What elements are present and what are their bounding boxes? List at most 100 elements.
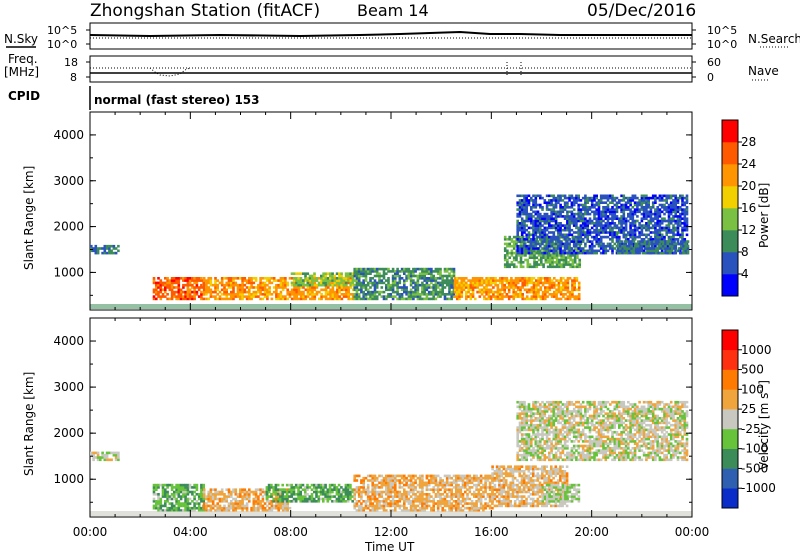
heatmap-cell bbox=[186, 483, 190, 487]
heatmap-cell bbox=[239, 502, 242, 505]
heatmap-cell bbox=[457, 506, 460, 510]
heatmap-cell bbox=[590, 222, 594, 225]
heatmap-cell bbox=[439, 293, 442, 296]
heatmap-cell bbox=[527, 203, 531, 207]
heatmap-cell bbox=[427, 500, 431, 503]
heatmap-cell bbox=[182, 509, 185, 512]
heatmap-cell bbox=[188, 483, 192, 487]
heatmap-cell bbox=[571, 290, 574, 294]
heatmap-cell bbox=[640, 228, 644, 232]
heatmap-cell bbox=[566, 286, 570, 289]
heatmap-cell bbox=[663, 203, 666, 207]
heatmap-cell bbox=[448, 283, 451, 287]
heatmap-cell bbox=[407, 493, 411, 496]
heatmap-cell bbox=[279, 502, 283, 505]
heatmap-cell bbox=[562, 261, 566, 264]
heatmap-cell bbox=[326, 495, 330, 498]
heatmap-cell bbox=[672, 203, 675, 207]
heatmap-cell bbox=[387, 495, 390, 498]
heatmap-cell bbox=[643, 240, 647, 243]
heatmap-cell bbox=[555, 297, 558, 301]
heatmap-cell bbox=[551, 263, 554, 266]
heatmap-cell bbox=[536, 242, 540, 246]
heatmap-cell bbox=[333, 281, 337, 285]
heatmap-cell bbox=[534, 206, 538, 209]
heatmap-cell bbox=[657, 244, 660, 248]
heatmap-cell bbox=[647, 212, 650, 216]
heatmap-cell bbox=[405, 481, 408, 485]
heatmap-cell bbox=[276, 488, 280, 491]
heatmap-cell bbox=[234, 502, 238, 505]
heatmap-cell bbox=[640, 231, 644, 234]
heatmap-cell bbox=[604, 231, 608, 234]
heatmap-cell bbox=[563, 206, 567, 209]
heatmap-cell bbox=[537, 288, 540, 292]
heatmap-cell bbox=[427, 286, 431, 289]
heatmap-cell bbox=[193, 497, 196, 501]
heatmap-cell bbox=[209, 493, 213, 496]
heatmap-cell bbox=[342, 490, 345, 494]
heatmap-cell bbox=[652, 240, 656, 243]
heatmap-cell bbox=[373, 295, 377, 298]
heatmap-cell bbox=[545, 212, 549, 216]
heatmap-cell bbox=[369, 270, 372, 273]
heatmap-cell bbox=[306, 288, 310, 292]
heatmap-cell bbox=[521, 265, 525, 269]
heatmap-cell bbox=[105, 453, 109, 457]
heatmap-cell bbox=[351, 500, 354, 503]
heatmap-cell bbox=[152, 486, 156, 489]
heatmap-cell bbox=[588, 231, 592, 234]
heatmap-cell bbox=[101, 247, 104, 250]
heatmap-cell bbox=[685, 233, 689, 237]
heatmap-cell bbox=[369, 286, 372, 289]
heatmap-cell bbox=[532, 226, 535, 230]
heatmap-cell bbox=[207, 297, 210, 301]
heatmap-cell bbox=[398, 274, 402, 278]
heatmap-cell bbox=[457, 502, 460, 505]
heatmap-cell bbox=[443, 267, 447, 271]
heatmap-cell bbox=[649, 222, 653, 225]
heatmap-cell bbox=[629, 196, 632, 200]
heatmap-cell bbox=[405, 277, 408, 280]
heatmap-cell bbox=[207, 290, 210, 294]
heatmap-cell bbox=[342, 488, 345, 491]
heatmap-cell bbox=[549, 265, 552, 269]
heatmap-cell bbox=[421, 297, 424, 301]
heatmap-cell bbox=[170, 509, 174, 512]
heatmap-cell bbox=[611, 226, 614, 230]
heatmap-cell bbox=[425, 279, 429, 282]
heatmap-cell bbox=[414, 281, 417, 285]
heatmap-cell bbox=[387, 479, 390, 482]
heatmap-cell bbox=[344, 274, 348, 278]
heatmap-cell bbox=[452, 486, 456, 489]
heatmap-cell bbox=[640, 194, 644, 198]
heatmap-cell bbox=[385, 479, 388, 482]
heatmap-cell bbox=[366, 500, 370, 503]
heatmap-cell bbox=[209, 488, 213, 491]
heatmap-cell bbox=[432, 474, 435, 478]
heatmap-cell bbox=[638, 235, 641, 239]
heatmap-cell bbox=[520, 249, 524, 253]
heatmap-cell bbox=[227, 281, 231, 285]
heatmap-cell bbox=[382, 479, 386, 482]
heatmap-cell bbox=[562, 293, 565, 296]
heatmap-cell bbox=[202, 495, 206, 498]
heatmap-cell bbox=[507, 290, 511, 294]
heatmap-cell bbox=[436, 481, 440, 485]
heatmap-cell bbox=[261, 506, 265, 510]
heatmap-cell bbox=[331, 488, 334, 491]
heatmap-cell bbox=[578, 261, 581, 264]
heatmap-cell bbox=[205, 506, 208, 510]
heatmap-cell bbox=[604, 235, 608, 239]
heatmap-cell bbox=[548, 231, 551, 234]
heatmap-cell bbox=[353, 297, 356, 301]
heatmap-cell bbox=[649, 238, 653, 241]
heatmap-cell bbox=[679, 212, 682, 216]
heatmap-cell bbox=[672, 199, 675, 202]
heatmap-cell bbox=[425, 277, 429, 280]
heatmap-cell bbox=[418, 277, 422, 280]
heatmap-cell bbox=[562, 281, 565, 285]
nave-right-tick-bottom: 0 bbox=[707, 71, 714, 84]
heatmap-cell bbox=[175, 279, 178, 282]
heatmap-cell bbox=[631, 217, 635, 220]
